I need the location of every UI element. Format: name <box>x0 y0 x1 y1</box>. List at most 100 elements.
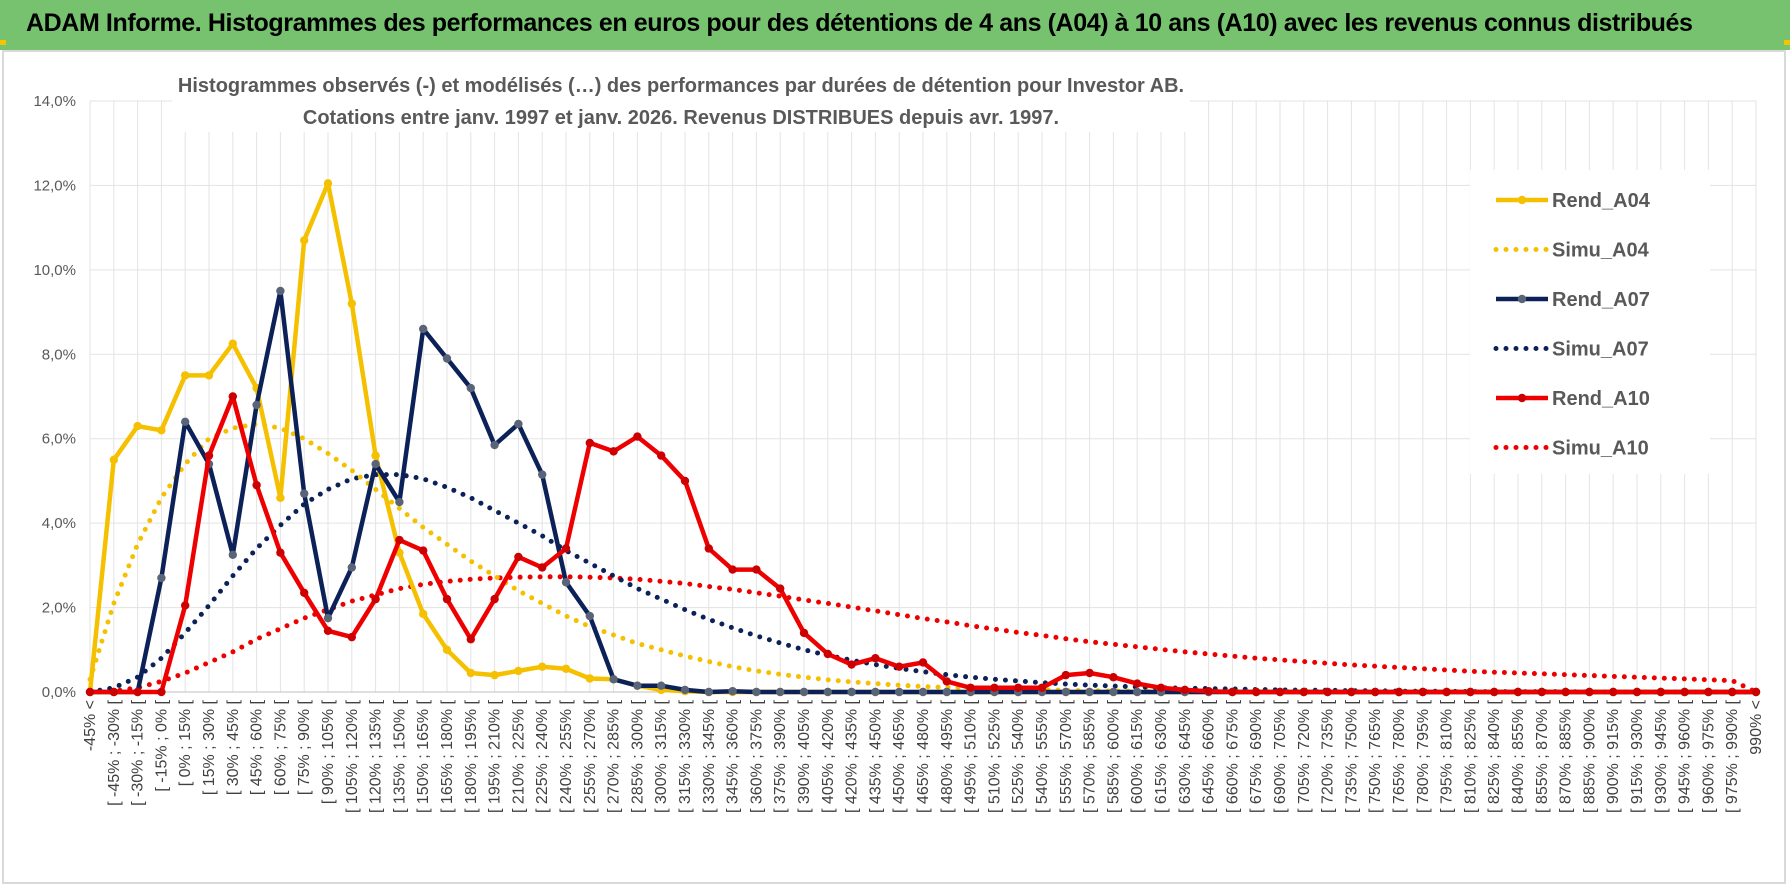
x-tick-label: [ 735% ; 750% [ <box>1343 699 1360 813</box>
chart-series <box>85 179 1761 697</box>
data-point-rend-a10 <box>538 563 547 572</box>
data-point-rend-a07 <box>680 685 690 695</box>
data-point-rend-a10 <box>585 438 594 448</box>
x-tick-label: [ 285% ; 300% [ <box>629 699 646 813</box>
data-point-rend-a10 <box>1394 687 1404 697</box>
data-point-rend-a10 <box>1371 687 1380 697</box>
x-tick-label: [ 60% ; 75% [ <box>272 699 289 795</box>
data-point-rend-a04 <box>204 371 214 380</box>
x-tick-label: [ 495% ; 510% [ <box>963 699 980 813</box>
x-tick-label: [ 975% ; 990% [ <box>1724 699 1741 813</box>
data-point-rend-a07 <box>942 687 951 697</box>
x-tick-label: [ 255% ; 270% [ <box>582 699 599 813</box>
data-point-rend-a07 <box>466 383 475 393</box>
data-point-rend-a07 <box>704 687 713 697</box>
data-point-rend-a10 <box>1252 687 1261 697</box>
legend-label-rend-a10: Rend_A10 <box>1552 388 1650 410</box>
data-point-rend-a10 <box>419 546 428 555</box>
data-point-rend-a10 <box>1632 687 1642 697</box>
x-tick-label: [ 390% ; 405% [ <box>796 699 813 813</box>
data-point-rend-a10 <box>1299 687 1309 697</box>
data-point-rend-a10 <box>680 476 690 486</box>
x-tick-label: [ 750% ; 765% [ <box>1367 699 1384 813</box>
banner-title: ADAM Informe. Histogrammes des performan… <box>26 9 1693 37</box>
data-point-rend-a07 <box>323 613 333 623</box>
x-tick-label: [ 615% ; 630% [ <box>1153 699 1170 813</box>
y-tick-label: 14,0% <box>33 93 76 110</box>
legend-label-simu-a04: Simu_A04 <box>1552 240 1650 262</box>
legend-marker-rend-a10 <box>1517 393 1527 403</box>
data-point-rend-a10 <box>1061 670 1071 680</box>
data-point-rend-a07 <box>1109 687 1118 697</box>
x-tick-label: [ 450% ; 465% [ <box>891 699 908 813</box>
data-point-rend-a04 <box>514 666 523 676</box>
data-point-rend-a10 <box>490 594 499 604</box>
x-tick-label: [ 900% ; 915% [ <box>1605 699 1622 813</box>
data-point-rend-a10 <box>300 588 309 597</box>
data-point-rend-a07 <box>1133 687 1142 697</box>
x-tick-label: [ 825% ; 840% [ <box>1486 699 1503 813</box>
x-tick-label: [ 135% ; 150% [ <box>391 699 408 813</box>
data-point-rend-a04 <box>490 670 499 680</box>
x-tick-label: [ 930% ; 945% [ <box>1653 699 1670 813</box>
data-point-rend-a10 <box>657 451 666 460</box>
y-tick-label: 12,0% <box>33 177 76 194</box>
data-point-rend-a07 <box>752 687 761 697</box>
x-tick-label: [ 360% ; 375% [ <box>748 699 765 813</box>
chart-subtitle: Cotations entre janv. 1997 et janv. 2026… <box>303 107 1059 129</box>
data-point-rend-a07 <box>252 400 261 410</box>
data-point-rend-a04 <box>323 179 333 188</box>
x-tick-label: [ 585% ; 600% [ <box>1105 699 1122 813</box>
data-point-rend-a10 <box>1323 687 1332 697</box>
data-point-rend-a07 <box>847 687 856 697</box>
x-tick-label: [ 525% ; 540% [ <box>1010 699 1027 813</box>
x-tick-label: [ 840% ; 855% [ <box>1510 699 1527 813</box>
x-tick-label: [ -30% ; -15% [ <box>130 699 147 805</box>
data-point-rend-a07 <box>300 489 309 498</box>
data-point-rend-a10 <box>609 447 618 456</box>
data-point-rend-a07 <box>609 675 618 684</box>
data-point-rend-a10 <box>776 584 785 593</box>
x-tick-label: [ 705% ; 720% [ <box>1296 699 1313 813</box>
legend-label-simu-a10: Simu_A10 <box>1552 438 1649 460</box>
chart-frame <box>2 50 1786 884</box>
x-tick-label: [ 75% ; 90% [ <box>296 699 313 795</box>
legend-label-rend-a04: Rend_A04 <box>1552 190 1651 212</box>
x-tick-label: [ 600% ; 615% [ <box>1129 699 1146 813</box>
legend-background <box>1470 170 1710 474</box>
data-point-rend-a10 <box>85 687 95 697</box>
data-point-rend-a10 <box>633 432 642 441</box>
data-point-rend-a07 <box>561 578 571 587</box>
y-axis-ticks: 0,0% 2,0% 4,0% 6,0% 8,0% 10,0% 12,0% 14,0% <box>33 93 76 701</box>
x-tick-label: [ 555% ; 570% [ <box>1058 699 1075 813</box>
data-point-rend-a10 <box>990 683 999 692</box>
x-tick-label: [ 15% ; 30% [ <box>201 699 218 795</box>
data-point-rend-a10 <box>1275 687 1285 697</box>
data-point-rend-a10 <box>1085 668 1094 678</box>
chart-title: Histogrammes observés (-) et modélisés (… <box>178 75 1184 97</box>
data-point-rend-a07 <box>657 681 666 690</box>
data-point-rend-a04 <box>276 493 285 503</box>
data-point-rend-a04 <box>300 236 309 245</box>
data-point-rend-a10 <box>204 451 214 460</box>
data-point-rend-a07 <box>585 611 594 621</box>
data-point-rend-a04 <box>585 674 594 683</box>
data-point-rend-a10 <box>133 687 142 697</box>
x-tick-label: [ 300% ; 315% [ <box>653 699 670 813</box>
data-point-rend-a10 <box>1680 687 1689 697</box>
data-point-rend-a10 <box>323 626 333 635</box>
data-point-rend-a07 <box>871 687 880 697</box>
x-tick-label: [ 120% ; 135% [ <box>368 699 385 813</box>
data-point-rend-a10 <box>1109 673 1118 682</box>
y-tick-label: 2,0% <box>42 600 76 617</box>
data-point-rend-a07 <box>181 417 190 427</box>
chart-title-box: Histogrammes observés (-) et modélisés (… <box>172 66 1190 132</box>
x-tick-label: [ 855% ; 870% [ <box>1534 699 1551 813</box>
x-tick-label: 990% < <box>1748 700 1765 755</box>
data-point-rend-a07 <box>823 687 832 697</box>
x-tick-label: [ 960% ; 975% [ <box>1700 699 1717 813</box>
data-point-rend-a10 <box>1513 687 1523 697</box>
y-tick-label: 6,0% <box>42 431 76 448</box>
data-point-rend-a10 <box>1418 687 1428 697</box>
x-tick-label: [ 225% ; 240% [ <box>534 699 551 813</box>
